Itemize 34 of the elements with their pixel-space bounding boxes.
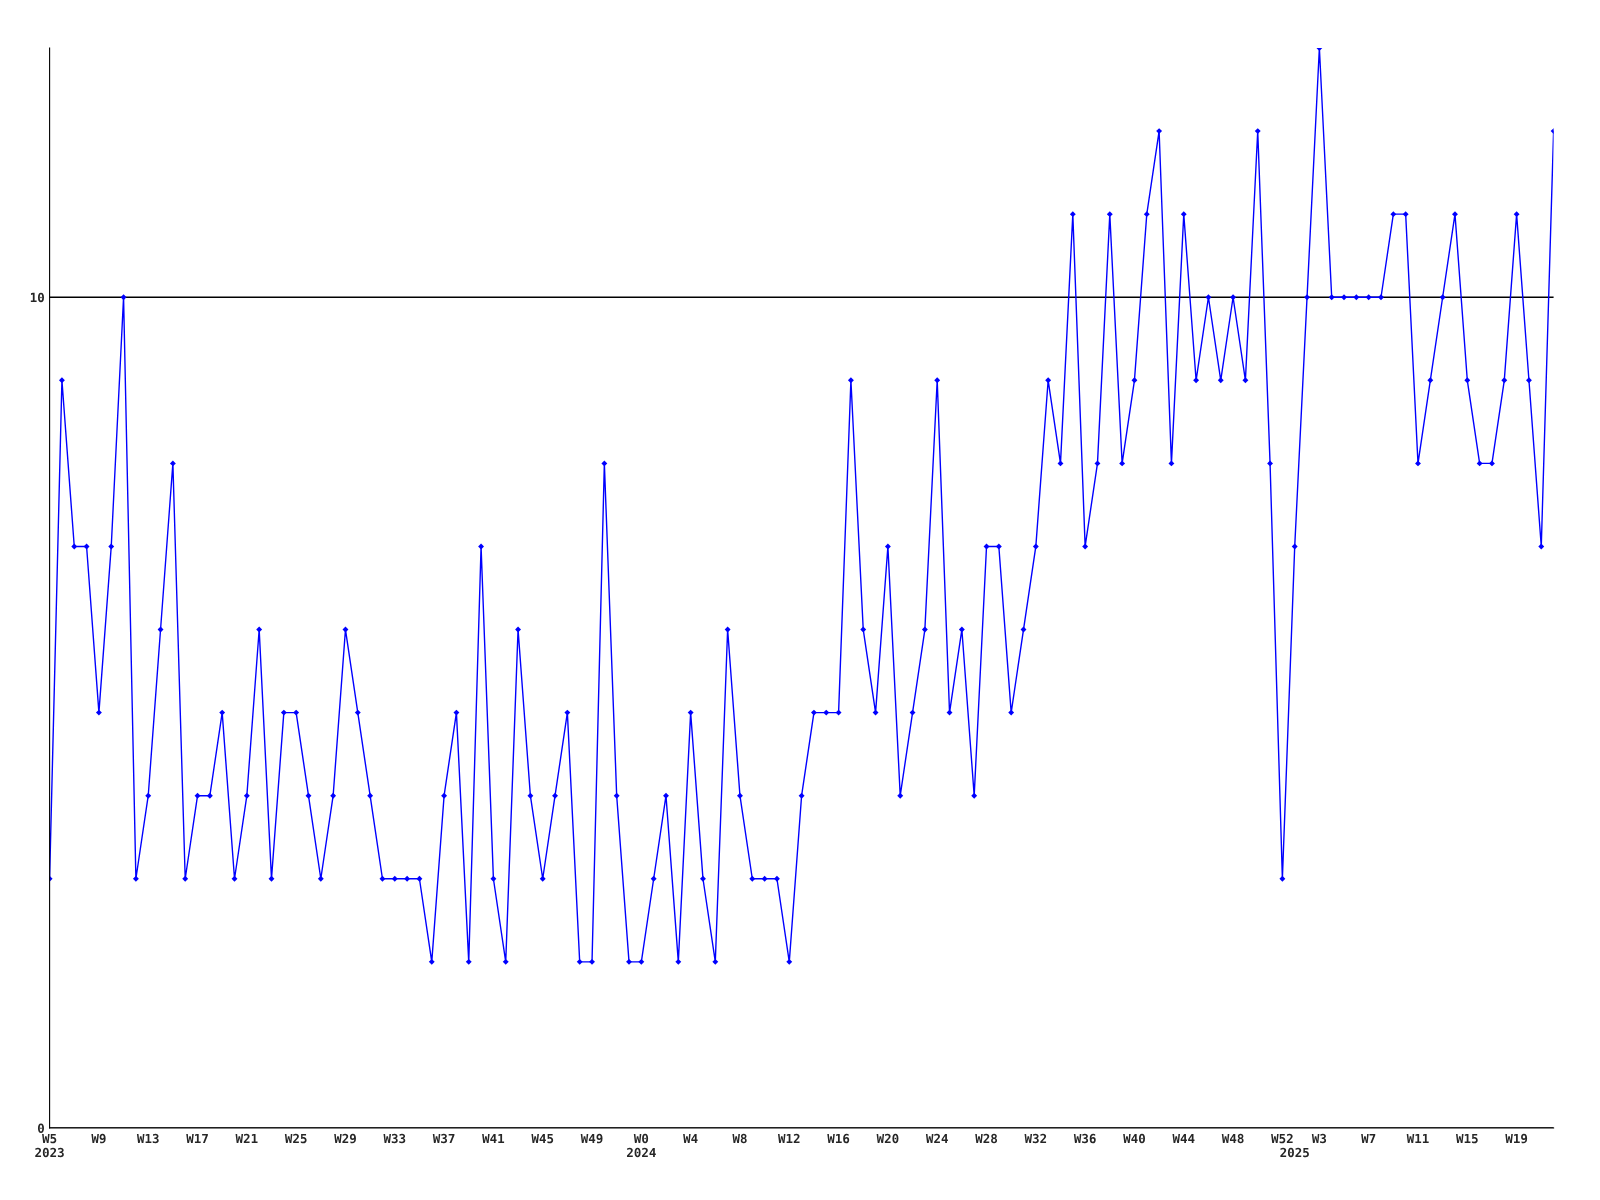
x-tick-label: W40 bbox=[1123, 1133, 1145, 1144]
x-tick-label: W49 bbox=[580, 1133, 603, 1144]
x-tick-label: W25 bbox=[284, 1133, 307, 1144]
x-tick-label: W44 bbox=[1172, 1133, 1195, 1144]
x-tick-label: W16 bbox=[827, 1133, 850, 1144]
x-tick-label: W17 bbox=[186, 1133, 208, 1144]
x-tick-label: W48 bbox=[1221, 1133, 1244, 1144]
x-tick-label: W4 bbox=[683, 1133, 698, 1144]
x-tick-label: W41 bbox=[482, 1133, 505, 1144]
x-tick-label: W15 bbox=[1456, 1133, 1478, 1144]
x-tick-label: W45 bbox=[531, 1133, 554, 1144]
x-tick-label: 2025 bbox=[1280, 1147, 1309, 1158]
x-tick-label: W13 bbox=[136, 1133, 159, 1144]
y-tick-label: 10 bbox=[30, 292, 44, 303]
x-tick-label: W8 bbox=[732, 1133, 747, 1144]
x-tick-label: W0 2024 bbox=[626, 1133, 656, 1158]
x-tick-label: W29 bbox=[334, 1133, 356, 1144]
x-tick-label: W52 bbox=[1271, 1133, 1293, 1144]
x-tick-label: W36 bbox=[1073, 1133, 1096, 1144]
x-tick-label: W3 bbox=[1311, 1133, 1327, 1144]
x-tick-label: W12 bbox=[777, 1133, 800, 1144]
x-tick-label: W32 bbox=[1024, 1133, 1047, 1144]
x-tick-label: W33 bbox=[383, 1133, 406, 1144]
x-tick-label: W20 bbox=[876, 1133, 899, 1144]
x-tick-label: W21 bbox=[235, 1133, 258, 1144]
x-tick-label: W5 2023 bbox=[35, 1133, 64, 1158]
x-tick-label: W11 bbox=[1406, 1133, 1429, 1144]
x-tick-label: W24 bbox=[925, 1133, 948, 1144]
y-tick-label: 0 bbox=[37, 1123, 44, 1133]
x-tick-label: W37 bbox=[432, 1133, 455, 1144]
x-tick-label: W7 bbox=[1361, 1133, 1376, 1144]
x-tick-label: W19 bbox=[1505, 1133, 1528, 1144]
x-tick-label: W28 bbox=[975, 1133, 998, 1144]
x-tick-label: W9 bbox=[91, 1133, 106, 1144]
